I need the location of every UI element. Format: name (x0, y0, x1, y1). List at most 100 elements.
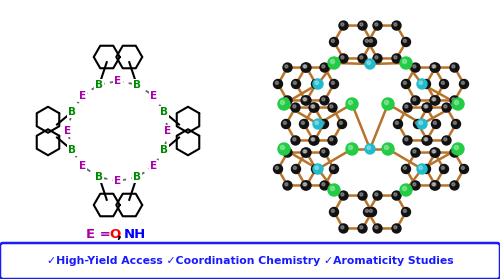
Circle shape (341, 56, 344, 59)
Circle shape (404, 209, 406, 212)
Circle shape (320, 148, 329, 157)
Circle shape (293, 138, 296, 141)
Text: E: E (114, 176, 121, 186)
Circle shape (375, 56, 378, 59)
Text: B: B (132, 80, 140, 90)
Text: NH: NH (124, 227, 146, 240)
Circle shape (365, 144, 375, 154)
Circle shape (292, 80, 300, 88)
Circle shape (454, 100, 458, 105)
Circle shape (276, 81, 278, 85)
Circle shape (278, 143, 290, 155)
Circle shape (414, 119, 422, 129)
Text: B: B (96, 172, 104, 182)
Circle shape (370, 39, 372, 42)
Circle shape (413, 98, 416, 101)
Text: E: E (150, 161, 157, 171)
Circle shape (341, 193, 344, 196)
Circle shape (322, 65, 325, 68)
Circle shape (313, 79, 323, 89)
Text: ,: , (117, 227, 127, 240)
Circle shape (291, 136, 300, 145)
Circle shape (452, 98, 455, 101)
Circle shape (404, 166, 406, 169)
Circle shape (338, 119, 346, 129)
Circle shape (315, 166, 318, 170)
Circle shape (313, 164, 323, 174)
Circle shape (373, 54, 382, 63)
Circle shape (315, 121, 318, 124)
Circle shape (301, 63, 310, 72)
Circle shape (394, 23, 397, 26)
Circle shape (392, 191, 401, 200)
Circle shape (452, 119, 460, 129)
Circle shape (282, 119, 290, 129)
Circle shape (424, 138, 427, 141)
Circle shape (417, 79, 427, 89)
Circle shape (452, 183, 455, 186)
Circle shape (358, 191, 367, 200)
Circle shape (450, 96, 459, 105)
Circle shape (422, 103, 431, 112)
Circle shape (375, 193, 378, 196)
Circle shape (375, 23, 378, 26)
Circle shape (430, 148, 439, 157)
Circle shape (291, 103, 300, 112)
Text: E: E (164, 126, 172, 136)
Circle shape (312, 165, 320, 174)
Circle shape (425, 138, 428, 141)
Circle shape (330, 165, 338, 174)
Circle shape (312, 138, 315, 141)
Circle shape (346, 143, 358, 155)
Circle shape (384, 100, 388, 105)
Circle shape (294, 166, 296, 169)
Text: B: B (132, 172, 140, 182)
Text: E: E (114, 76, 121, 86)
Circle shape (314, 81, 316, 85)
Circle shape (402, 80, 410, 88)
Text: E: E (79, 91, 86, 101)
Circle shape (431, 63, 440, 72)
Text: E: E (150, 91, 157, 101)
Circle shape (348, 145, 352, 150)
Circle shape (394, 119, 402, 129)
Circle shape (413, 150, 416, 153)
Circle shape (394, 226, 397, 229)
Circle shape (419, 166, 422, 170)
Circle shape (400, 184, 412, 196)
Circle shape (460, 165, 468, 174)
Circle shape (366, 39, 368, 42)
Circle shape (368, 208, 376, 217)
Circle shape (442, 81, 444, 85)
Circle shape (417, 119, 427, 129)
Circle shape (425, 105, 428, 108)
Circle shape (301, 96, 310, 105)
Circle shape (309, 136, 318, 145)
Text: E: E (64, 126, 71, 136)
Circle shape (332, 39, 334, 42)
Circle shape (411, 148, 420, 157)
Circle shape (339, 191, 348, 200)
Circle shape (452, 65, 455, 68)
Circle shape (310, 103, 319, 112)
FancyBboxPatch shape (0, 243, 500, 279)
Circle shape (328, 103, 337, 112)
Circle shape (304, 150, 307, 153)
Text: ✓High-Yield Access ✓Coordination Chemistry ✓Aromaticity Studies: ✓High-Yield Access ✓Coordination Chemist… (46, 256, 454, 266)
Circle shape (373, 191, 382, 200)
Circle shape (411, 63, 420, 72)
Text: B: B (160, 107, 168, 117)
Circle shape (303, 183, 306, 186)
Circle shape (366, 209, 368, 212)
Circle shape (442, 103, 451, 112)
Circle shape (450, 181, 459, 190)
Circle shape (364, 37, 372, 47)
Circle shape (402, 37, 410, 47)
Text: B: B (160, 145, 168, 155)
Circle shape (304, 65, 307, 68)
Circle shape (402, 186, 406, 191)
Circle shape (360, 56, 363, 59)
Circle shape (430, 181, 439, 190)
Circle shape (360, 226, 363, 229)
Circle shape (375, 226, 378, 229)
